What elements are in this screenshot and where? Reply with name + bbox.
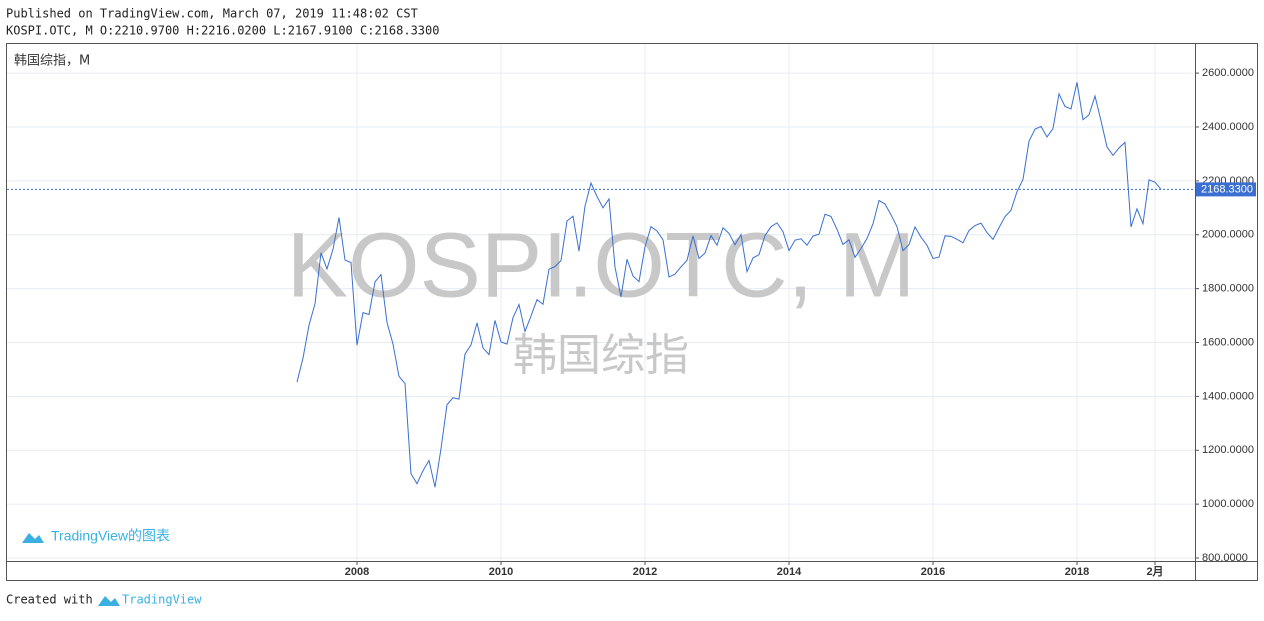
created-with: Created with xyxy=(6,593,93,607)
price-line xyxy=(296,82,1162,488)
last-value-box xyxy=(1196,182,1256,197)
y-tick-label: 1800.0000 xyxy=(1202,283,1254,295)
x-tick-label: 2月 xyxy=(1146,565,1163,578)
x-tick-label: 2014 xyxy=(777,566,802,578)
x-tick-label: 2008 xyxy=(345,566,369,578)
y-tick-label: 2000.0000 xyxy=(1202,229,1254,241)
last-value-label: 2168.3300 xyxy=(1201,183,1253,195)
footer-logo xyxy=(98,596,120,606)
watermark: KOSPI.OTC, M xyxy=(287,214,916,316)
y-tick-label: 1600.0000 xyxy=(1202,336,1254,348)
legend-label: 韩国综指，M xyxy=(14,54,90,69)
x-tick-label: 2012 xyxy=(633,566,657,578)
frame xyxy=(6,43,1258,581)
y-tick-label: 1200.0000 xyxy=(1202,444,1254,456)
y-tick-label: 2400.0000 xyxy=(1202,121,1254,133)
y-tick-label: 2600.0000 xyxy=(1202,67,1254,79)
published: Published on TradingView.com, March 07, … xyxy=(6,7,418,21)
logo-icon xyxy=(22,533,44,543)
y-tick-label: 800.0000 xyxy=(1202,552,1248,564)
ohlc: KOSPI.OTC, M O:2210.9700 H:2216.0200 L:2… xyxy=(6,24,439,38)
y-tick-label: 1400.0000 xyxy=(1202,390,1254,402)
x-tick-label: 2010 xyxy=(489,566,513,578)
y-tick-label: 1000.0000 xyxy=(1202,498,1254,510)
logo-text: TradingView的图表 xyxy=(51,528,170,544)
watermark-sub: 韩国综指 xyxy=(513,330,689,381)
x-tick-label: 2018 xyxy=(1065,566,1089,578)
footer-brand: TradingView xyxy=(122,593,202,607)
x-tick-label: 2016 xyxy=(921,566,945,578)
